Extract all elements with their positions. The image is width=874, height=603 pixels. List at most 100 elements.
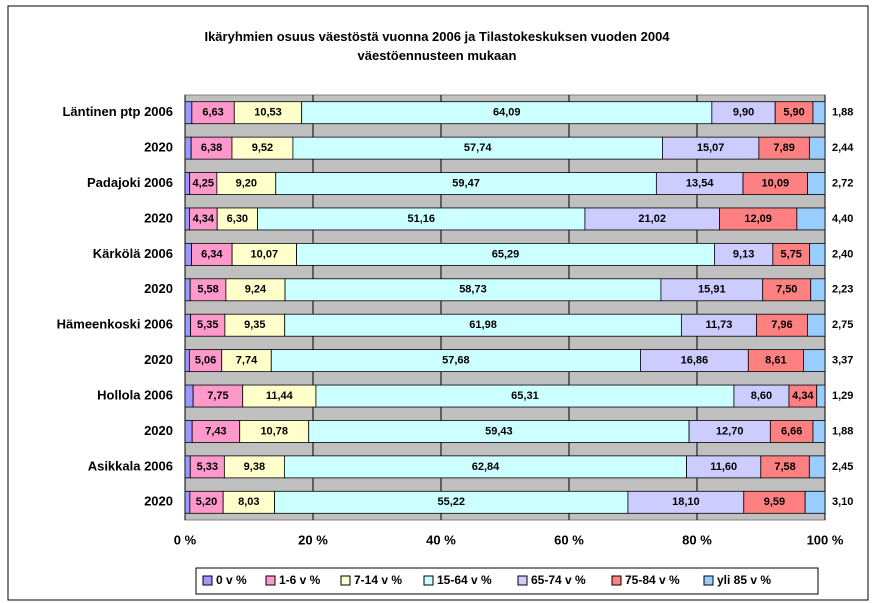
data-label: 57,74 — [464, 142, 492, 154]
data-label: 9,35 — [244, 319, 265, 331]
data-label: 21,02 — [638, 213, 666, 225]
data-label: 11,60 — [710, 461, 737, 473]
data-label: 15,91 — [698, 284, 726, 296]
data-label: 1,88 — [832, 107, 853, 119]
data-label: 5,58 — [197, 284, 218, 296]
bar-segment — [804, 490, 826, 514]
data-label: 10,09 — [762, 177, 790, 189]
data-label: 61,98 — [469, 319, 497, 331]
data-label: 9,20 — [236, 177, 257, 189]
data-label: 10,07 — [251, 248, 279, 260]
chart-title: Ikäryhmien osuus väestöstä vuonna 2006 j… — [204, 29, 670, 63]
bar-segment — [184, 313, 192, 337]
y-tick-label: 2020 — [144, 210, 173, 225]
data-label: 64,09 — [493, 107, 521, 119]
data-label: 7,96 — [771, 319, 792, 331]
bar-segment — [184, 420, 193, 443]
data-label: 1,88 — [832, 425, 853, 437]
legend-label: 0 v % — [216, 573, 247, 587]
legend-swatch — [340, 575, 351, 586]
y-tick-label: 2020 — [144, 352, 173, 367]
legend-label: 15-64 v % — [437, 573, 492, 587]
data-label: 7,58 — [774, 461, 795, 473]
legend-swatch — [703, 575, 714, 586]
y-tick-label: 2020 — [144, 140, 173, 155]
data-label: 2,75 — [832, 319, 853, 331]
bar-segment — [184, 136, 192, 160]
bar-segment — [184, 172, 191, 195]
data-label: 5,20 — [196, 496, 217, 508]
y-tick-label: Padajoki 2006 — [87, 175, 173, 190]
legend-label: 65-74 v % — [531, 573, 586, 587]
bar-segment — [803, 349, 826, 373]
data-label: 9,52 — [252, 142, 273, 154]
data-label: 5,90 — [783, 107, 804, 119]
data-label: 6,34 — [201, 248, 223, 260]
data-label: 7,74 — [236, 355, 258, 367]
data-label: 11,44 — [266, 390, 294, 402]
bar-segment — [812, 101, 826, 125]
legend-swatch — [265, 575, 276, 586]
bar-segment — [184, 384, 194, 408]
x-tick-label: 100 % — [807, 532, 844, 547]
data-label: 5,75 — [781, 248, 802, 260]
bar-segment — [184, 242, 192, 266]
bar-segment — [184, 278, 191, 302]
data-label: 2,23 — [832, 284, 853, 296]
bar-segment — [807, 172, 826, 195]
data-label: 12,70 — [716, 425, 744, 437]
data-label: 9,59 — [764, 496, 785, 508]
data-label: 3,37 — [832, 355, 853, 367]
data-label: 6,30 — [227, 213, 248, 225]
data-label: 3,10 — [832, 496, 853, 508]
bar-segment — [184, 490, 191, 514]
legend-swatch — [202, 575, 213, 586]
bar-segment — [808, 136, 826, 160]
bar-segment — [816, 384, 826, 408]
legend-swatch — [611, 575, 622, 586]
data-label: 1,29 — [832, 390, 853, 402]
data-label: 65,31 — [511, 390, 539, 402]
data-label: 7,75 — [207, 390, 228, 402]
data-label: 4,40 — [832, 213, 853, 225]
data-label: 11,73 — [705, 319, 732, 331]
data-label: 4,34 — [193, 213, 215, 225]
data-label: 2,72 — [832, 177, 853, 189]
data-label: 9,90 — [733, 107, 754, 119]
data-label: 59,47 — [452, 177, 480, 189]
data-label: 13,54 — [686, 177, 714, 189]
data-label: 59,43 — [485, 425, 513, 437]
legend-label: 7-14 v % — [354, 573, 402, 587]
data-label: 65,29 — [492, 248, 520, 260]
bar-segment — [184, 101, 193, 125]
x-tick-label: 20 % — [298, 532, 328, 547]
data-label: 55,22 — [437, 496, 465, 508]
bar-segment — [812, 420, 826, 443]
bar-segment — [184, 207, 190, 231]
data-label: 8,60 — [751, 390, 772, 402]
data-label: 10,78 — [260, 425, 288, 437]
legend-label: 75-84 v % — [625, 573, 680, 587]
data-label: 5,33 — [197, 461, 218, 473]
data-label: 15,07 — [697, 142, 725, 154]
data-label: 9,24 — [245, 284, 267, 296]
bar-segment — [184, 455, 191, 479]
data-label: 18,10 — [672, 496, 700, 508]
data-label: 6,63 — [202, 107, 223, 119]
data-label: 2,45 — [832, 461, 853, 473]
x-tick-label: 80 % — [682, 532, 712, 547]
data-label: 57,68 — [442, 355, 470, 367]
x-tick-label: 40 % — [426, 532, 456, 547]
bar-segment — [807, 313, 826, 337]
y-tick-label: Hollola 2006 — [97, 387, 173, 402]
data-label: 2,40 — [832, 248, 853, 260]
legend-swatch — [517, 575, 528, 586]
data-label: 51,16 — [407, 213, 435, 225]
data-label: 6,38 — [201, 142, 222, 154]
data-label: 16,86 — [681, 355, 709, 367]
data-label: 9,38 — [244, 461, 265, 473]
bar-segment — [810, 278, 826, 302]
data-label: 5,35 — [197, 319, 218, 331]
data-label: 12,09 — [744, 213, 772, 225]
